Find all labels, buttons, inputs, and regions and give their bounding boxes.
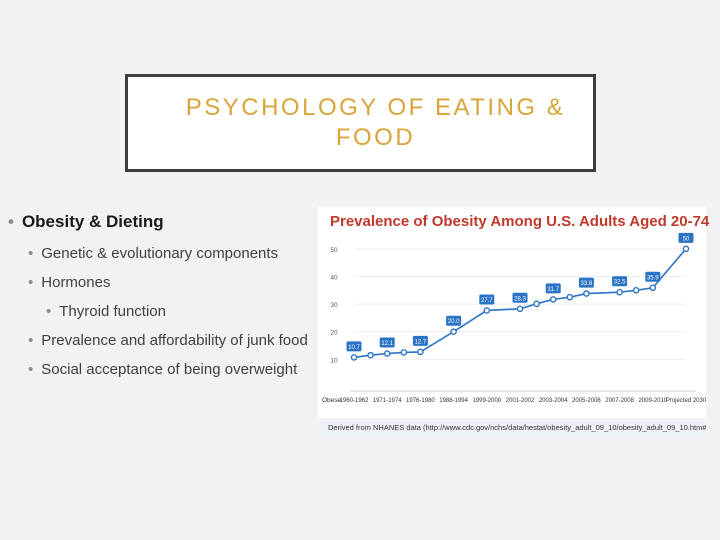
data-label-box xyxy=(412,335,428,346)
bullet-item-text: Genetic & evolutionary components xyxy=(41,245,279,262)
data-label: 20.0 xyxy=(448,319,460,325)
data-label: 28.3 xyxy=(514,296,526,302)
data-point xyxy=(383,350,391,357)
slide-title: PSYCHOLOGY OF EATING & FOOD xyxy=(185,94,566,151)
data-point xyxy=(649,284,657,292)
data-label: 12.7 xyxy=(415,339,427,345)
data-point xyxy=(616,288,623,296)
data-label: 27.7 xyxy=(481,298,493,304)
x-tick-label: 2007-2008 xyxy=(605,398,634,404)
x-tick-label: 2003-2004 xyxy=(539,398,568,404)
data-label: 35.9 xyxy=(647,275,659,281)
y-tick-label: 30 xyxy=(330,302,338,309)
x-tick-label: 2005-2006 xyxy=(572,398,601,404)
bullet-dot: • xyxy=(28,361,34,378)
y-tick-label: 40 xyxy=(330,274,338,281)
data-label-box xyxy=(512,292,528,303)
bullet-item-text: Social acceptance of being overweight xyxy=(41,361,298,378)
bullet-item: • Genetic & evolutionary components xyxy=(28,245,278,262)
bullet-dot: • xyxy=(28,245,34,262)
bullet-dot: • xyxy=(28,274,34,291)
x-tick-label: 1976-1980 xyxy=(406,398,435,404)
bullet-main-text: Obesity & Dieting xyxy=(21,212,164,231)
bullet-main: • Obesity & Dieting xyxy=(8,212,164,232)
title-box: PSYCHOLOGY OF EATING & FOOD xyxy=(125,74,596,172)
data-label: 10.7 xyxy=(348,345,360,351)
data-label: 33.8 xyxy=(581,281,593,287)
bullet-dot: • xyxy=(46,303,52,320)
y-tick-label: 50 xyxy=(330,247,338,254)
data-point xyxy=(533,300,540,308)
data-label: 32.5 xyxy=(614,280,626,286)
bullet-dot: • xyxy=(28,332,34,349)
x-tick-label: 1999-2000 xyxy=(472,398,501,404)
chart-title: Prevalence of Obesity Among U.S. Adults … xyxy=(330,213,710,230)
chart-source: Derived from NHANES data (http://www.cdc… xyxy=(318,418,706,437)
x-tick-label: 1960-1962 xyxy=(340,398,369,404)
data-label: 50 xyxy=(683,236,690,242)
data-point xyxy=(516,305,524,313)
bullet-item-text: Thyroid function xyxy=(59,303,166,320)
data-point xyxy=(400,349,408,356)
data-point xyxy=(583,290,590,297)
bullet-item: • Prevalence and affordability of junk fo… xyxy=(28,332,308,349)
y-tick-label: 10 xyxy=(330,357,338,364)
data-point xyxy=(682,245,690,253)
y-tick-label: 20 xyxy=(330,330,338,337)
data-point xyxy=(350,354,358,361)
obesity-chart: Prevalence of Obesity Among U.S. Adults … xyxy=(318,207,710,437)
x-tick-label: Projected 2030 xyxy=(666,398,706,404)
data-label-box xyxy=(678,232,694,243)
data-label-box xyxy=(479,294,495,305)
data-label-box xyxy=(446,315,462,326)
x-tick-label: 1971-1974 xyxy=(373,398,402,404)
data-point xyxy=(549,296,557,303)
bullet-item-text: Hormones xyxy=(41,274,111,291)
bullet-dot: • xyxy=(8,212,14,231)
bullet-item: • Social acceptance of being overweight xyxy=(28,361,297,378)
data-label-box xyxy=(645,271,661,282)
x-tick-label: 2009-2010 xyxy=(638,398,667,404)
data-point xyxy=(632,286,640,294)
data-label-box xyxy=(346,341,362,352)
data-point xyxy=(367,351,374,359)
x-tick-label: 2001-2002 xyxy=(506,398,535,404)
data-label-box xyxy=(379,337,395,348)
bullet-item: • Thyroid function xyxy=(46,303,166,320)
data-label: 31.7 xyxy=(547,287,559,293)
data-label-box xyxy=(578,277,594,288)
data-label: 12.1 xyxy=(381,341,393,347)
data-point xyxy=(483,307,491,314)
bullet-item-text: Prevalence and affordability of junk foo… xyxy=(41,332,308,349)
data-point xyxy=(450,328,457,336)
data-label-box xyxy=(612,276,628,287)
data-point xyxy=(566,293,574,301)
x-tick-label: 1988-1994 xyxy=(439,398,468,404)
series-line xyxy=(353,248,687,359)
x-axis-prefix: Obese xyxy=(322,397,342,404)
data-label-box xyxy=(545,283,561,294)
data-point xyxy=(417,348,424,356)
bullet-item: • Hormones xyxy=(28,274,110,291)
